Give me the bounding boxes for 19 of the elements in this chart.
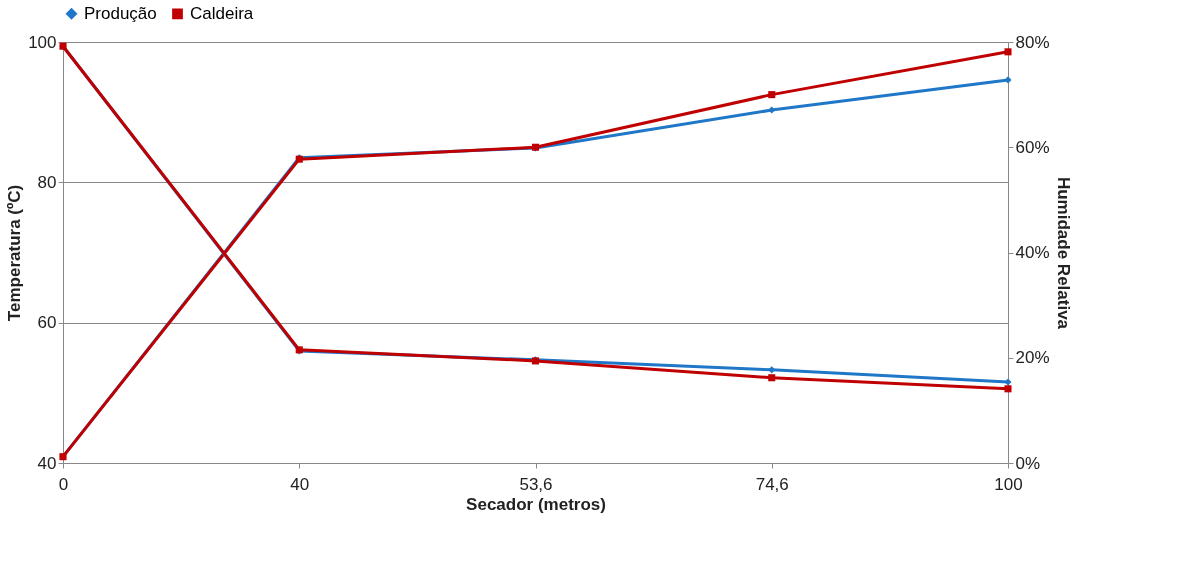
- x-tick-label: 0: [58, 474, 69, 494]
- y2-tick-label: 0%: [1015, 453, 1041, 473]
- y-axis-title: Temperatura (ºC): [5, 184, 25, 322]
- y2-tick-label: 60%: [1015, 137, 1050, 157]
- y-tick-label: 40: [37, 453, 57, 473]
- x-tick-label: 100: [994, 474, 1023, 494]
- x-axis-title: Secador (metros): [466, 494, 606, 514]
- x-tick-label: 53,6: [519, 474, 553, 494]
- y2-tick-label: 80%: [1015, 32, 1050, 52]
- legend-label: Produção: [84, 3, 157, 23]
- y2-tick-label: 40%: [1015, 243, 1050, 262]
- legend-label: Caldeira: [190, 3, 254, 23]
- y2-tick-label: 20%: [1015, 348, 1050, 368]
- x-tick-label: 74,6: [755, 474, 789, 494]
- y2-axis-title: Humidade Relativa: [1053, 176, 1073, 330]
- y-tick-label: 60: [37, 313, 57, 333]
- y-tick-label: 80: [37, 172, 57, 192]
- y-tick-label: 100: [28, 32, 57, 52]
- x-tick-label: 40: [290, 474, 310, 494]
